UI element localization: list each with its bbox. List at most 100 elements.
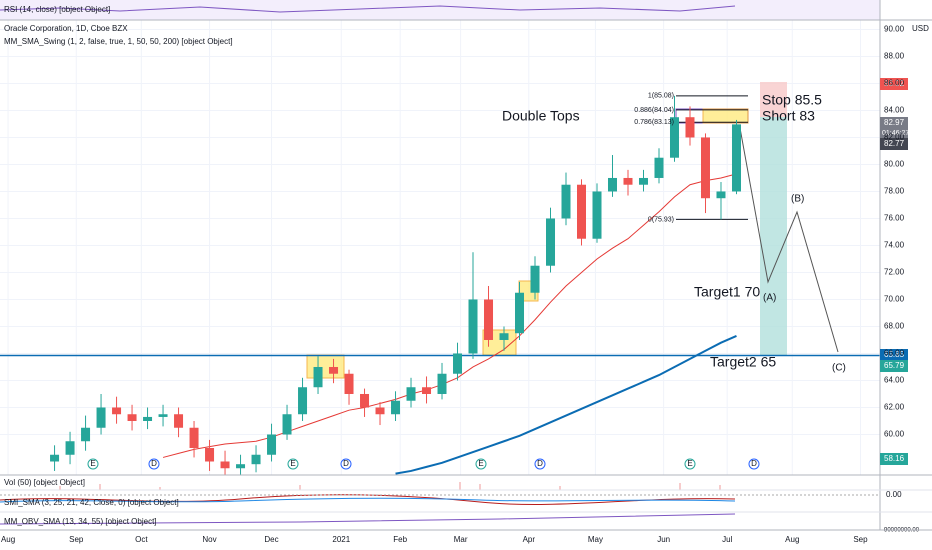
wave-label: (A): [763, 293, 776, 304]
badge: [880, 138, 908, 150]
x-tick-label: 2021: [332, 535, 350, 544]
candle-body: [638, 177, 648, 185]
fib-label: 0(75.93): [648, 216, 674, 223]
candle-body: [81, 427, 91, 442]
stop-box: [760, 82, 787, 117]
candle-body: [685, 117, 695, 138]
candle-body: [453, 353, 463, 374]
candle-body: [731, 124, 741, 192]
indicator-label: MM_OBV_SMA (13, 34, 55) [object Object]: [4, 517, 157, 526]
events: E D E D E D E D: [87, 458, 760, 470]
candle-body: [561, 184, 571, 219]
x-tick-label: Sep: [853, 535, 868, 544]
y-tick-label: 86.00: [884, 79, 905, 88]
y-tick-label: 62.00: [884, 403, 905, 412]
event-marker: [340, 458, 352, 470]
event-marker: [534, 458, 546, 470]
candle-body: [515, 292, 525, 334]
badge: [880, 453, 908, 465]
indicator-label: SMI_SMA (3, 25, 21, 42, Close, 0) [objec…: [4, 498, 179, 507]
volume-bars: [59, 482, 721, 490]
y-tick-label: 74.00: [884, 241, 905, 250]
candle-body: [50, 454, 60, 462]
target-box: [760, 117, 787, 355]
candle-body: [375, 407, 385, 415]
badge: [880, 349, 908, 361]
rsi-line: [0, 5, 736, 13]
event-label: D: [751, 459, 757, 468]
candle-body: [484, 299, 494, 340]
candle-body: [251, 454, 261, 465]
smi-line: [0, 494, 736, 506]
x-tick-label: Aug: [785, 535, 799, 544]
x-tick-label: May: [588, 535, 603, 544]
event-label: E: [90, 459, 95, 468]
y-tick-label: 82.00: [884, 133, 905, 142]
y-tick-label: 60.00: [884, 430, 905, 439]
candle-body: [329, 366, 339, 374]
candle-body: [577, 184, 587, 239]
badge: [880, 117, 908, 139]
candle-body: [499, 333, 509, 340]
sub-axis-label: 0.00: [886, 490, 902, 499]
event-label: D: [151, 459, 157, 468]
highlight: [702, 108, 749, 124]
candle-body: [127, 414, 137, 421]
candle-body: [205, 447, 215, 462]
badge-label: 01:46:27: [882, 130, 909, 137]
event-label: E: [290, 459, 295, 468]
smi-line: [0, 497, 736, 503]
x-tick-label: Oct: [135, 535, 148, 544]
x-tick-label: Mar: [454, 535, 468, 544]
candle-body: [592, 191, 602, 239]
badge-label: 65.85: [884, 350, 905, 359]
candle-body: [313, 366, 323, 388]
price-badges: 86.02 82.97 01:46:27 82.77 65.85 65.79 5…: [880, 78, 909, 465]
x-tick-label: Sep: [69, 535, 84, 544]
x-tick-label: Feb: [393, 535, 407, 544]
y-tick-label: 84.00: [884, 106, 905, 115]
y-tick-label: 78.00: [884, 187, 905, 196]
candle-body: [298, 387, 308, 415]
wave-label: (C): [832, 363, 846, 374]
y-tick-label: 66.00: [884, 349, 905, 358]
x-tick-label: Dec: [264, 535, 278, 544]
event-label: D: [537, 459, 543, 468]
candle-body: [607, 177, 617, 192]
y-tick-label: 72.00: [884, 268, 905, 277]
candle-body: [437, 373, 447, 394]
candle-body: [654, 157, 664, 178]
candle-body: [391, 400, 401, 415]
badge-label: 82.77: [884, 139, 905, 148]
fib-label: 1(85.08): [648, 93, 674, 100]
obv-line: [0, 513, 736, 525]
event-marker: [684, 458, 696, 470]
candle-body: [96, 407, 106, 428]
x-tick-label: Jun: [657, 535, 670, 544]
candle-body: [158, 414, 168, 417]
candle-body: [669, 117, 679, 158]
candle-body: [468, 299, 478, 354]
candle-body: [189, 427, 199, 448]
y-tick-label: 76.00: [884, 214, 905, 223]
y-tick-label: 70.00: [884, 295, 905, 304]
event-marker: [87, 458, 99, 470]
candle-body: [267, 434, 277, 455]
candle-body: [344, 373, 354, 394]
drawings: [306, 82, 839, 379]
candle-body: [700, 137, 710, 199]
badge-label: 86.02: [884, 79, 905, 88]
candle-body: [406, 387, 416, 401]
candle-body: [530, 265, 540, 293]
badge: [880, 360, 908, 372]
plot: [0, 95, 880, 475]
annotation: Target1 70: [694, 284, 760, 300]
badge: [880, 78, 908, 90]
candle-body: [546, 218, 556, 266]
rsi-pane: [0, 0, 880, 20]
candle-body: [422, 387, 432, 394]
annotation: Target2 65: [710, 354, 776, 370]
y-tick-label: 80.00: [884, 160, 905, 169]
y-tick-label: 90.00: [884, 25, 905, 34]
